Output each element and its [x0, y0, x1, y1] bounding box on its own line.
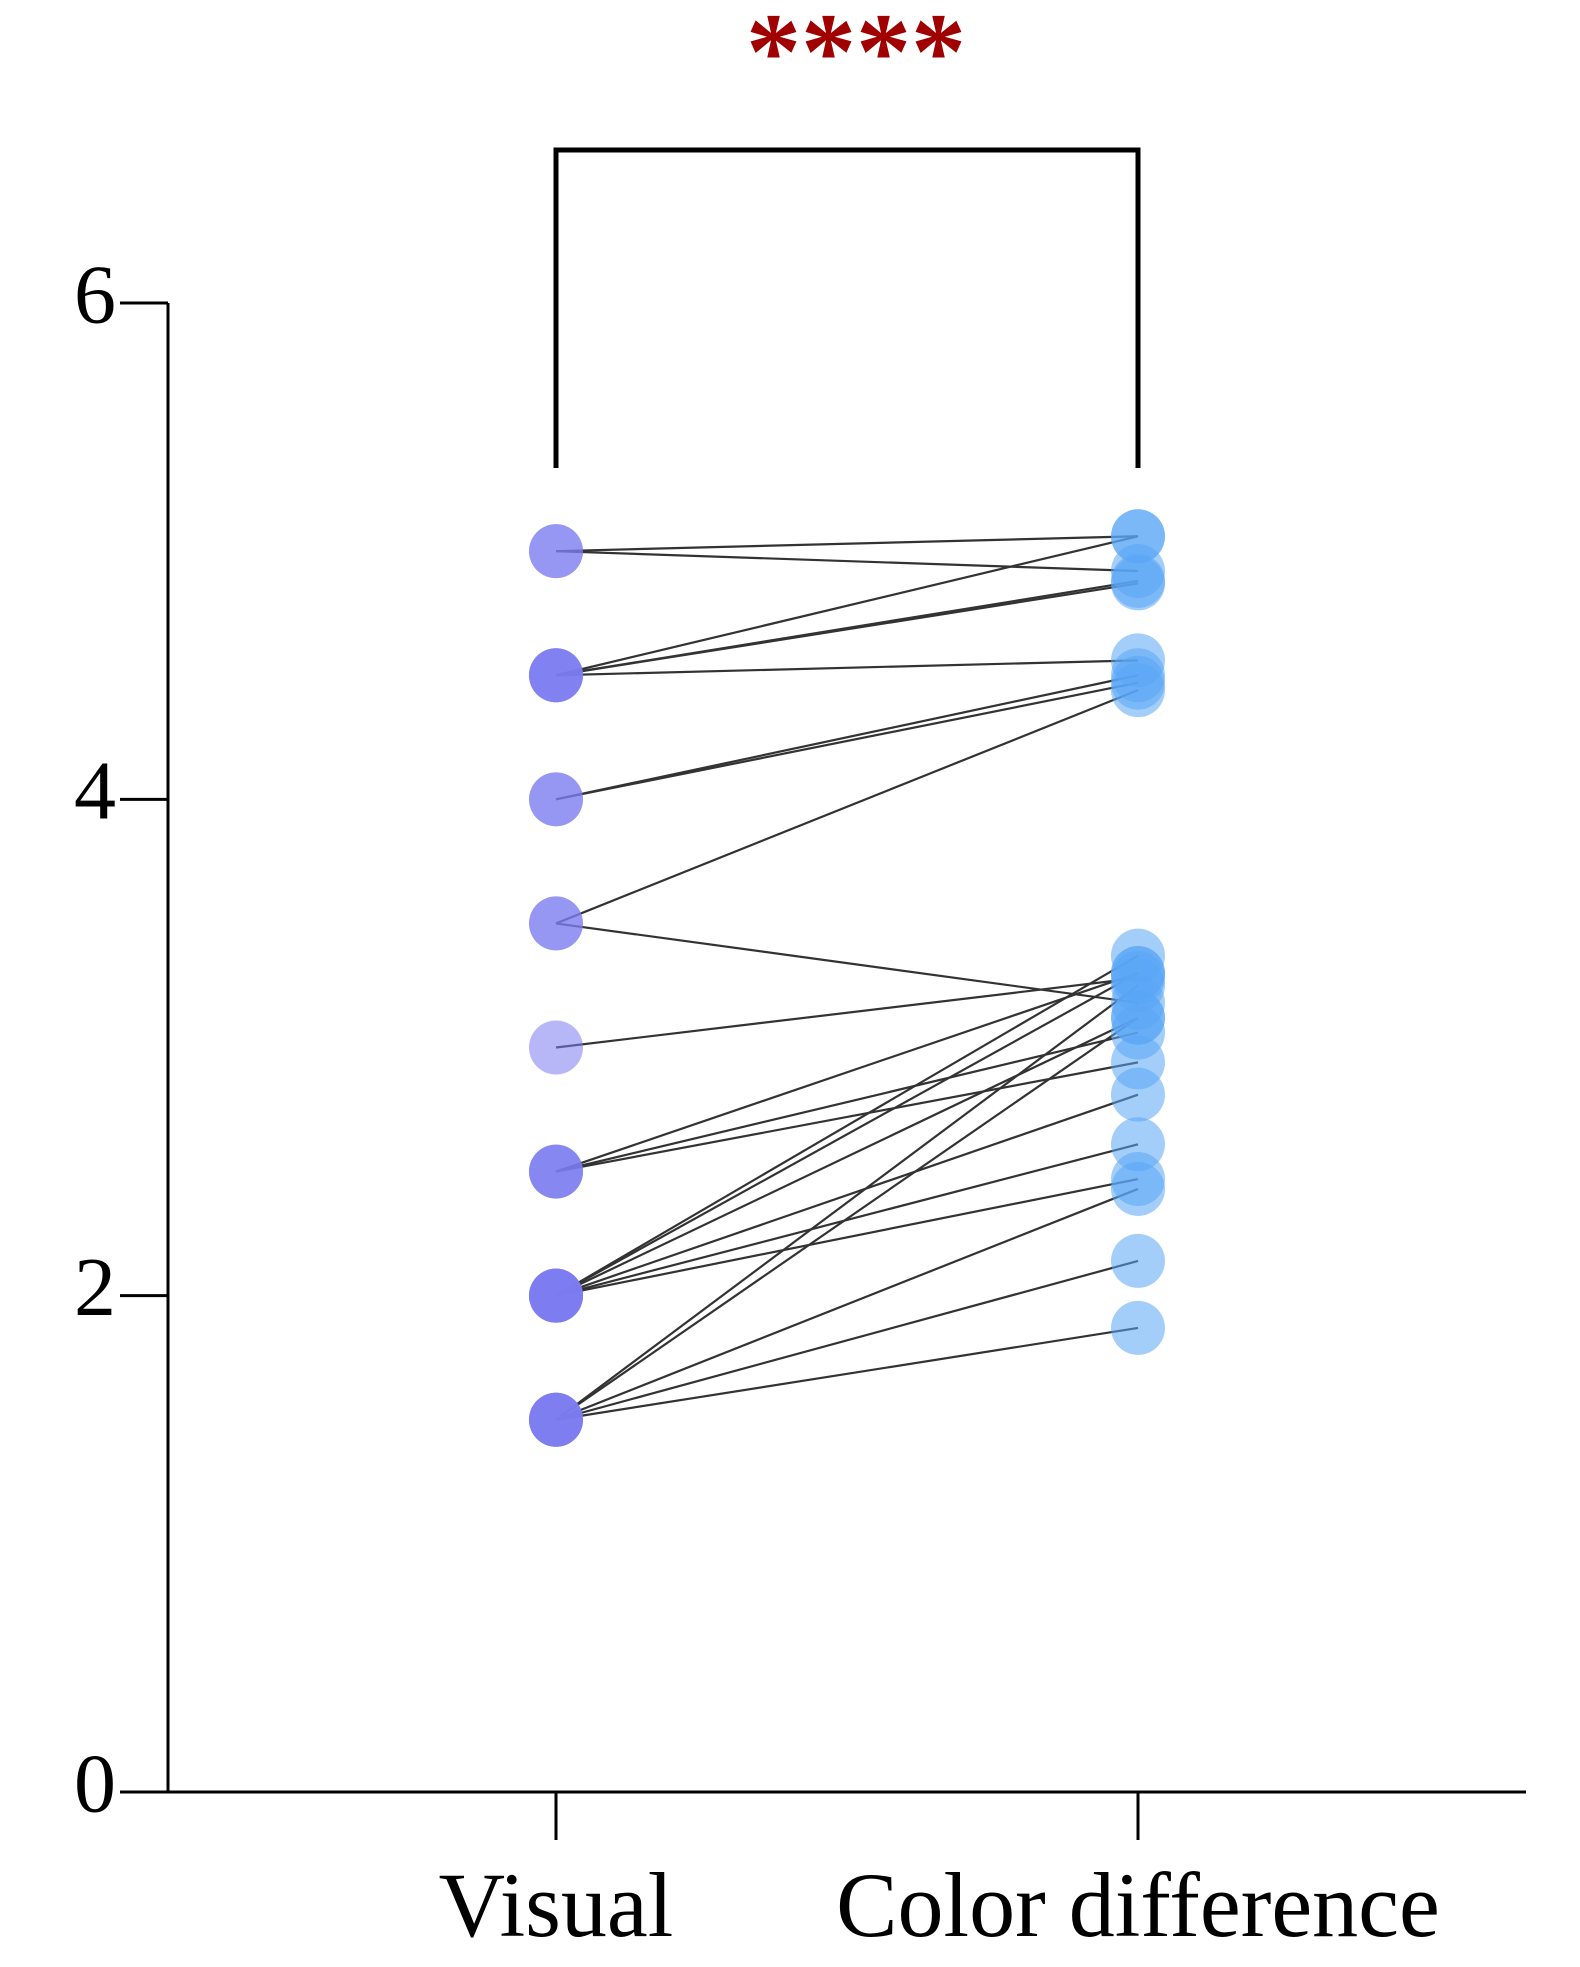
point [1111, 1161, 1165, 1216]
x-tick-label: Visual [439, 1854, 674, 1956]
pair-line [555, 1016, 1139, 1421]
pair-line [555, 1016, 1139, 1297]
pair-line [555, 659, 1139, 677]
pair-line [555, 535, 1139, 553]
pair-line [555, 1177, 1139, 1297]
point [529, 1144, 583, 1199]
pair-line [555, 579, 1139, 677]
pair-line [555, 984, 1139, 1421]
point [529, 896, 583, 951]
point [1111, 509, 1165, 564]
pair-line [555, 1031, 1139, 1173]
point [1111, 958, 1165, 1013]
point [1111, 553, 1165, 608]
pair-line [555, 976, 1139, 1049]
pair-line [555, 922, 1139, 1004]
point [1111, 663, 1165, 718]
point [529, 772, 583, 827]
point [529, 1020, 583, 1075]
pair-line [555, 972, 1139, 1173]
point [1111, 1300, 1165, 1355]
pair-line [555, 1187, 1139, 1421]
pair-line [555, 535, 1139, 677]
y-tick-label: 0 [74, 1737, 116, 1830]
pair-line [555, 674, 1139, 801]
y-tick-label: 6 [74, 248, 116, 341]
pair-line [555, 972, 1139, 1297]
point [529, 648, 583, 703]
point [529, 1268, 583, 1323]
significance-annotation: **** [746, 0, 966, 112]
pair-line [555, 550, 1139, 573]
pair-line [555, 1061, 1139, 1173]
point [1111, 1233, 1165, 1288]
y-tick-label: 2 [74, 1241, 116, 1334]
point [1111, 1067, 1165, 1122]
pair-line [555, 681, 1139, 801]
pair-line [555, 954, 1139, 1297]
pair-line [555, 1326, 1139, 1421]
pair-line [555, 689, 1139, 925]
x-tick-label: Color difference [836, 1854, 1440, 1956]
point [529, 524, 583, 579]
point [529, 1392, 583, 1447]
significance-bracket [553, 147, 1141, 468]
y-tick-label: 4 [74, 745, 116, 838]
pair-line [555, 1093, 1139, 1297]
pair-line [555, 1259, 1139, 1421]
